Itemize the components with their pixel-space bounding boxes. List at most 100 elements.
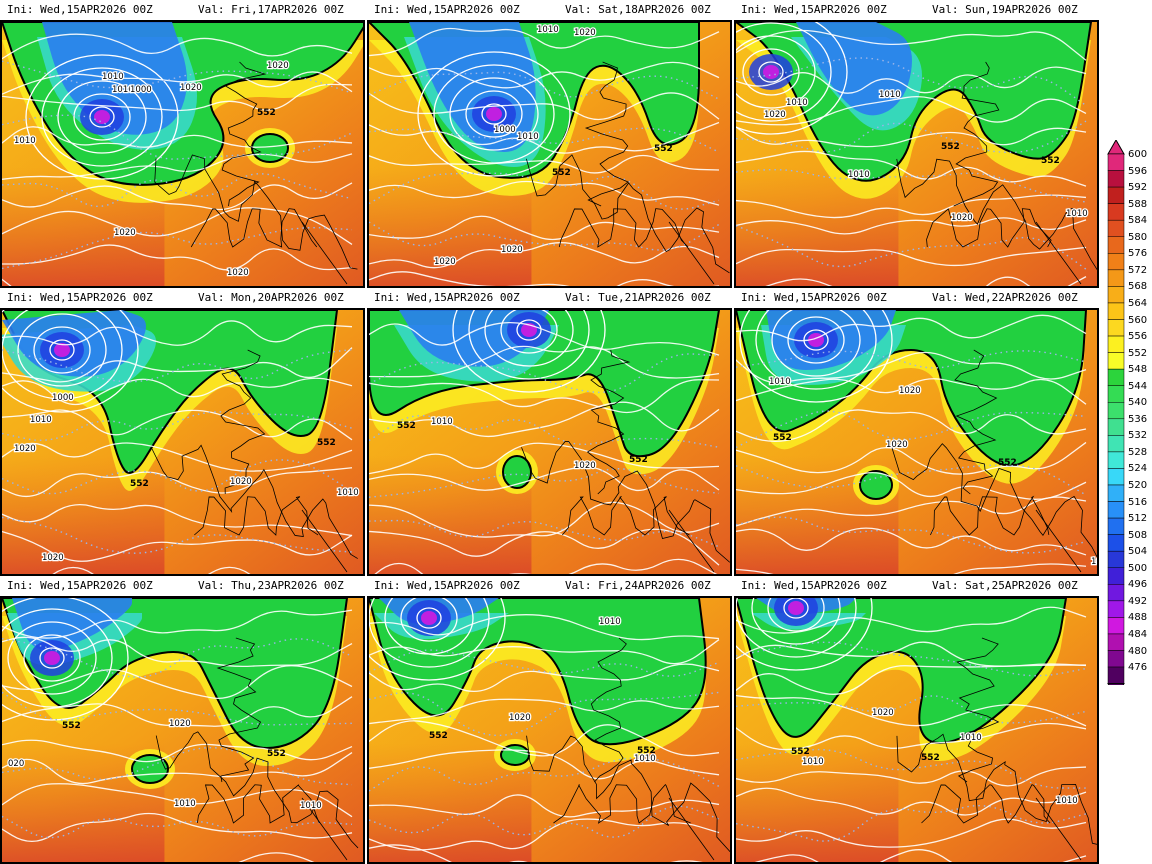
panel-valid-time: Val: Tue,21APR2026 00Z xyxy=(565,291,711,304)
height-552-label: 552 xyxy=(429,731,448,741)
colorbar-tick-label: 600 xyxy=(1128,149,1148,160)
border-line xyxy=(668,509,715,573)
isobar-line xyxy=(736,441,1087,475)
colorbar-segment xyxy=(1107,650,1125,668)
isobar-line xyxy=(2,530,353,562)
border-line xyxy=(301,221,348,285)
coastline xyxy=(896,158,1097,271)
isobar-line xyxy=(2,696,353,727)
scandinavia-coast xyxy=(584,61,629,207)
isobar-line xyxy=(736,664,1087,695)
border-line xyxy=(668,797,715,861)
isobar-label: 1010 xyxy=(786,98,808,108)
height-552-label: 552 xyxy=(267,749,286,759)
isobar-line xyxy=(2,751,353,785)
isobar-line xyxy=(736,246,1087,267)
isobar-label: 1020 xyxy=(509,713,531,723)
isobar-ring xyxy=(516,319,542,341)
colorbar-min-arrow xyxy=(1107,683,1125,699)
isobar-line xyxy=(2,33,353,60)
isobar-line xyxy=(369,401,720,438)
forecast-map-panel: 552 552 1000 1010 1020 1020 1020 1010 xyxy=(0,308,365,576)
isobar-label: 1010 xyxy=(879,90,901,100)
thickness-contour xyxy=(369,353,720,394)
colorbar-tick-label: 524 xyxy=(1128,463,1148,475)
colorbar-tick-label: 576 xyxy=(1128,248,1148,260)
isobar-label: 1020 xyxy=(42,553,64,563)
coastline xyxy=(155,731,359,849)
isobar-line xyxy=(736,66,1087,94)
low-center xyxy=(94,110,110,124)
panel-init-time: Ini: Wed,15APR2026 00Z xyxy=(741,291,887,304)
panel-valid-time: Val: Mon,20APR2026 00Z xyxy=(198,291,344,304)
isobar-line xyxy=(369,121,720,154)
isobar-line xyxy=(736,314,1087,342)
isobar-line xyxy=(369,749,720,780)
colorbar-segment xyxy=(1107,203,1125,221)
panel-init-time: Ini: Wed,15APR2026 00Z xyxy=(7,291,153,304)
thickness-contour xyxy=(736,695,1087,724)
border-line xyxy=(668,221,715,285)
thickness-contour xyxy=(369,649,720,677)
isobar-ring xyxy=(500,310,558,354)
isobar-line xyxy=(369,379,720,414)
mediterranean-coast xyxy=(930,495,1050,536)
isobar-line xyxy=(736,563,1087,574)
isobar-line xyxy=(736,95,1087,126)
isobar-label: 1010 xyxy=(517,132,539,142)
isobar-line xyxy=(736,787,1087,816)
thickness-contour xyxy=(369,172,720,210)
height-552-label: 552 xyxy=(921,753,940,763)
isobar-line xyxy=(2,739,353,763)
isobar-line xyxy=(374,558,718,574)
isobar-ring xyxy=(2,598,129,721)
isobar-line xyxy=(369,92,720,121)
colorbar-tick-label: 496 xyxy=(1128,579,1148,591)
isobar-ring xyxy=(2,310,123,400)
isobar-label: 1020 xyxy=(169,719,191,729)
isobar-line xyxy=(369,27,720,57)
height-552-label: 552 xyxy=(773,433,792,443)
isobar-line xyxy=(765,276,1087,286)
isobar-line xyxy=(369,794,720,818)
colorbar-tick-label: 584 xyxy=(1128,215,1148,227)
forecast-map-panel: 552 552 1010 1010 1020 1010 1020 1010 xyxy=(734,20,1099,288)
thickness-contour xyxy=(2,691,353,726)
panel-init-time: Ini: Wed,15APR2026 00Z xyxy=(374,3,520,16)
panel-init-time: Ini: Wed,15APR2026 00Z xyxy=(7,579,153,592)
isobar-ring xyxy=(433,64,555,164)
isobar-label: 1010 xyxy=(14,136,36,146)
isobar-line xyxy=(2,442,353,472)
colorbar-segment xyxy=(1107,584,1125,602)
mediterranean-coast xyxy=(562,495,690,536)
scandinavia-coast xyxy=(220,349,266,495)
isobar-ring xyxy=(89,106,115,128)
low-center xyxy=(486,107,502,121)
mediterranean-coast xyxy=(553,784,691,824)
isobar-ring xyxy=(771,310,861,377)
colorbar-tick-label: 528 xyxy=(1128,446,1148,458)
colorbar-tick-label: 516 xyxy=(1128,496,1148,508)
isobar-label: 1010 xyxy=(848,170,870,180)
isobar-label: 1010 xyxy=(960,733,982,743)
isobar-line xyxy=(754,849,1087,862)
thickness-contour xyxy=(2,459,353,495)
scandinavia-coast xyxy=(221,61,267,207)
colorbar-tick-label: 512 xyxy=(1128,513,1148,525)
border-line xyxy=(301,797,348,861)
panel-init-time: Ini: Wed,15APR2026 00Z xyxy=(741,3,887,16)
height-552-label: 552 xyxy=(397,421,416,431)
height-552-label: 552 xyxy=(317,438,336,448)
colorbar-segment xyxy=(1107,617,1125,635)
isobar-ring xyxy=(39,647,65,669)
scandinavia-coast xyxy=(590,637,627,783)
isobar-line xyxy=(736,766,1087,787)
isobar-line xyxy=(736,378,1087,405)
trough-552-contour xyxy=(736,598,1068,744)
panel-init-time: Ini: Wed,15APR2026 00Z xyxy=(7,3,153,16)
colorbar-tick-label: 488 xyxy=(1128,612,1148,624)
colorbar-tick-label: 532 xyxy=(1128,430,1148,442)
isobar-label: 1020 xyxy=(114,228,136,238)
isobar-line xyxy=(736,194,1087,219)
colorbar-tick-label: 500 xyxy=(1128,562,1148,574)
